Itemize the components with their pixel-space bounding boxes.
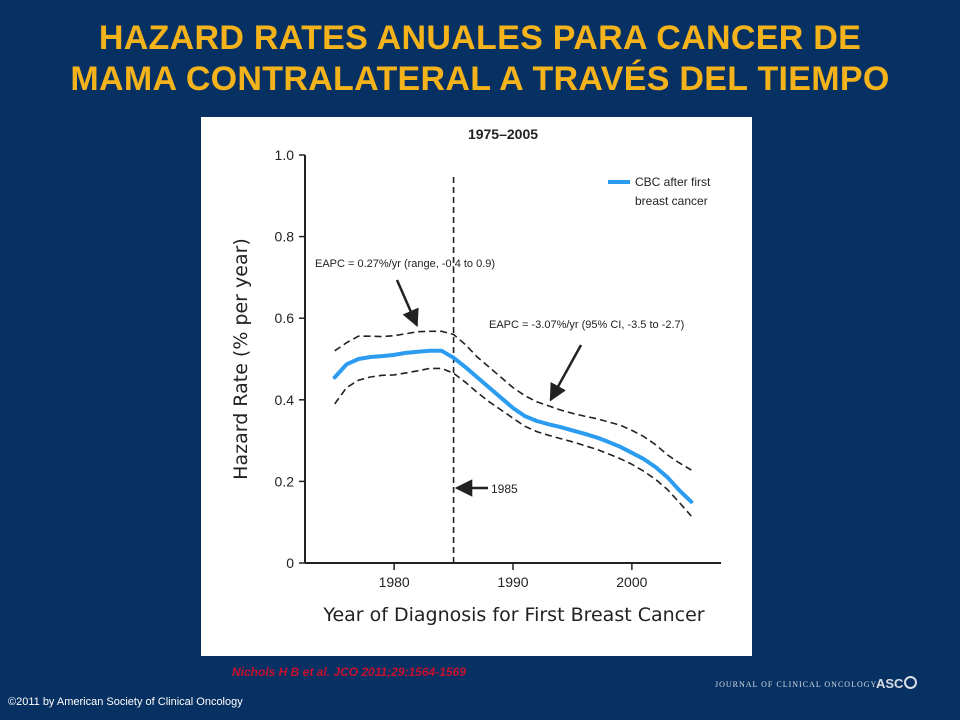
x-tick-label: 1980 xyxy=(379,574,410,590)
slide-title-line-2: MAMA CONTRALATERAL A TRAVÉS DEL TIEMPO xyxy=(70,60,890,98)
series-line-lower xyxy=(334,367,692,517)
asco-logo-text: ASC xyxy=(876,676,904,691)
chart-plot-lines xyxy=(332,177,694,563)
annotation-arrow-early xyxy=(395,279,419,328)
x-tick-label: 1990 xyxy=(497,574,528,590)
series-line-estimate xyxy=(332,348,694,504)
chart-title: 1975–2005 xyxy=(468,126,538,142)
asco-logo: ASC xyxy=(876,676,918,691)
chart-legend: CBC after first breast cancer xyxy=(608,175,711,208)
x-tick-label: 2000 xyxy=(616,574,647,590)
slide-title: HAZARD RATES ANUALES PARA CANCER DE MAMA… xyxy=(0,18,960,100)
y-axis-label: Hazard Rate (% per year) xyxy=(230,238,252,480)
journal-logo: JOURNAL OF CLINICAL ONCOLOGY xyxy=(715,680,878,689)
reference-line-label: 1985 xyxy=(491,482,518,496)
citation: Nichols H B et al. JCO 2011;29:1564-1569 xyxy=(232,665,466,679)
annotation-eapc-early: EAPC = 0.27%/yr (range, -0.4 to 0.9) xyxy=(315,258,495,270)
copyright-notice: ©2011 by American Society of Clinical On… xyxy=(8,696,243,708)
series-line-upper xyxy=(334,330,692,471)
chart-panel: 1975–2005 Hazard Rate (% per year) Year … xyxy=(201,117,752,656)
y-tick-label: 0.6 xyxy=(275,310,295,326)
legend-label-line-2: breast cancer xyxy=(635,194,708,208)
y-tick-label: 0.4 xyxy=(275,392,295,408)
x-axis-label: Year of Diagnosis for First Breast Cance… xyxy=(322,604,704,626)
asco-logo-ring-icon xyxy=(904,676,918,689)
annotation-eapc-late: EAPC = -3.07%/yr (95% CI, -3.5 to -2.7) xyxy=(489,319,684,331)
chart-annotations: EAPC = 0.27%/yr (range, -0.4 to 0.9) EAP… xyxy=(315,258,684,496)
y-tick-label: 0 xyxy=(286,555,294,571)
y-tick-label: 0.8 xyxy=(275,229,295,245)
y-tick-label: 1.0 xyxy=(275,147,295,163)
chart-axes: 0 0.2 0.4 0.6 0.8 1.0 1980 1990 2000 xyxy=(275,147,721,590)
annotation-arrow-late xyxy=(549,344,583,402)
legend-label-line-1: CBC after first xyxy=(635,175,711,189)
hazard-rate-chart: 1975–2005 Hazard Rate (% per year) Year … xyxy=(230,126,721,626)
y-tick-label: 0.2 xyxy=(275,473,295,489)
slide-title-line-1: HAZARD RATES ANUALES PARA CANCER DE xyxy=(98,19,862,57)
